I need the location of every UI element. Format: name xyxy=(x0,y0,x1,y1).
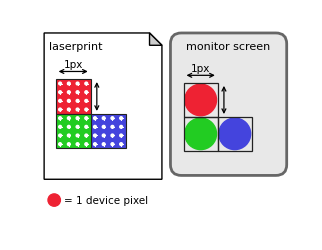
Circle shape xyxy=(94,126,96,129)
Circle shape xyxy=(219,118,251,150)
Circle shape xyxy=(85,126,88,129)
Circle shape xyxy=(59,134,62,137)
Circle shape xyxy=(85,117,88,120)
Circle shape xyxy=(102,126,105,129)
Circle shape xyxy=(59,109,62,112)
Circle shape xyxy=(48,194,61,206)
Circle shape xyxy=(76,143,79,146)
Circle shape xyxy=(85,143,88,146)
Circle shape xyxy=(59,143,62,146)
Bar xyxy=(218,118,252,151)
Text: 1px: 1px xyxy=(191,64,210,74)
Circle shape xyxy=(67,83,70,86)
Bar xyxy=(56,114,90,149)
Circle shape xyxy=(76,117,79,120)
Circle shape xyxy=(111,143,114,146)
Text: laserprint: laserprint xyxy=(49,42,102,51)
Circle shape xyxy=(59,83,62,86)
Bar xyxy=(56,80,90,114)
Circle shape xyxy=(67,100,70,103)
Circle shape xyxy=(185,118,216,150)
Circle shape xyxy=(67,134,70,137)
Circle shape xyxy=(120,117,123,120)
Circle shape xyxy=(59,126,62,129)
Circle shape xyxy=(67,126,70,129)
Circle shape xyxy=(85,134,88,137)
Circle shape xyxy=(85,100,88,103)
Circle shape xyxy=(94,134,96,137)
Circle shape xyxy=(76,92,79,94)
Bar xyxy=(90,114,126,149)
Circle shape xyxy=(76,100,79,103)
Polygon shape xyxy=(149,34,162,46)
Circle shape xyxy=(59,92,62,94)
Circle shape xyxy=(85,92,88,94)
Circle shape xyxy=(111,134,114,137)
Circle shape xyxy=(76,134,79,137)
Circle shape xyxy=(111,117,114,120)
Text: monitor screen: monitor screen xyxy=(186,42,271,51)
Bar xyxy=(184,84,218,117)
Circle shape xyxy=(185,85,216,116)
Circle shape xyxy=(76,109,79,112)
Circle shape xyxy=(102,143,105,146)
Circle shape xyxy=(67,92,70,94)
Circle shape xyxy=(120,143,123,146)
Circle shape xyxy=(67,109,70,112)
Circle shape xyxy=(102,117,105,120)
Circle shape xyxy=(120,126,123,129)
Bar xyxy=(184,118,218,151)
Circle shape xyxy=(76,126,79,129)
Circle shape xyxy=(59,100,62,103)
Text: 1px: 1px xyxy=(63,60,83,70)
Circle shape xyxy=(67,117,70,120)
Circle shape xyxy=(111,126,114,129)
Circle shape xyxy=(85,109,88,112)
Circle shape xyxy=(76,83,79,86)
FancyBboxPatch shape xyxy=(170,34,287,176)
Circle shape xyxy=(102,134,105,137)
Circle shape xyxy=(94,143,96,146)
Circle shape xyxy=(85,83,88,86)
Circle shape xyxy=(94,117,96,120)
Polygon shape xyxy=(44,34,162,180)
Circle shape xyxy=(120,134,123,137)
Circle shape xyxy=(59,117,62,120)
Circle shape xyxy=(67,143,70,146)
Text: = 1 device pixel: = 1 device pixel xyxy=(63,195,147,205)
